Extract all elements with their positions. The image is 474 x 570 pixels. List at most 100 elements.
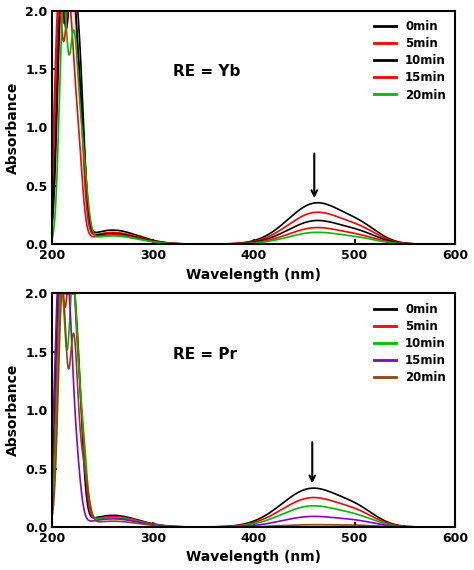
X-axis label: Wavelength (nm): Wavelength (nm): [186, 267, 321, 282]
Line: 5min: 5min: [52, 294, 456, 527]
20min: [59, 290, 64, 297]
20min: [119, 518, 125, 525]
0min: [49, 208, 55, 215]
Line: 5min: 5min: [52, 11, 456, 244]
10min: [119, 231, 125, 238]
20min: [60, 7, 65, 14]
5min: [95, 515, 101, 522]
10min: [221, 241, 227, 247]
5min: [453, 241, 458, 247]
10min: [95, 231, 101, 238]
5min: [95, 231, 101, 238]
20min: [445, 524, 450, 531]
5min: [49, 491, 55, 498]
5min: [221, 523, 227, 530]
0min: [221, 523, 227, 530]
Legend: 0min, 5min, 10min, 15min, 20min: 0min, 5min, 10min, 15min, 20min: [371, 299, 449, 388]
Line: 10min: 10min: [52, 11, 456, 244]
10min: [119, 515, 125, 522]
0min: [401, 523, 407, 530]
5min: [55, 7, 61, 14]
15min: [119, 232, 125, 239]
5min: [204, 523, 210, 530]
20min: [204, 241, 210, 247]
15min: [401, 240, 407, 247]
20min: [401, 241, 407, 247]
0min: [119, 227, 125, 234]
15min: [445, 241, 450, 247]
15min: [453, 524, 458, 531]
10min: [95, 515, 101, 522]
Line: 0min: 0min: [52, 11, 456, 244]
0min: [445, 524, 450, 531]
15min: [119, 516, 125, 523]
10min: [49, 222, 55, 229]
15min: [204, 524, 210, 531]
15min: [55, 7, 60, 14]
0min: [445, 241, 450, 247]
0min: [56, 7, 62, 14]
0min: [95, 514, 101, 520]
20min: [95, 233, 101, 240]
0min: [204, 241, 210, 247]
0min: [49, 473, 55, 479]
5min: [445, 524, 450, 531]
15min: [49, 447, 55, 454]
Y-axis label: Absorbance: Absorbance: [6, 364, 19, 457]
Y-axis label: Absorbance: Absorbance: [6, 81, 19, 173]
Line: 10min: 10min: [52, 294, 456, 527]
0min: [453, 241, 458, 247]
20min: [49, 513, 55, 520]
15min: [221, 523, 227, 530]
20min: [95, 518, 101, 525]
10min: [401, 240, 407, 247]
10min: [445, 524, 450, 531]
Line: 15min: 15min: [52, 294, 456, 527]
10min: [57, 7, 63, 14]
5min: [453, 524, 458, 531]
Line: 0min: 0min: [52, 294, 456, 527]
20min: [49, 235, 55, 242]
0min: [401, 239, 407, 246]
Text: RE = Yb: RE = Yb: [173, 64, 240, 79]
0min: [453, 524, 458, 531]
Line: 20min: 20min: [52, 294, 456, 527]
0min: [221, 241, 227, 247]
10min: [221, 523, 227, 530]
5min: [221, 241, 227, 247]
0min: [119, 513, 125, 520]
10min: [49, 504, 55, 511]
20min: [453, 524, 458, 531]
10min: [453, 524, 458, 531]
20min: [119, 233, 125, 240]
5min: [119, 514, 125, 520]
5min: [49, 189, 55, 196]
0min: [55, 290, 61, 297]
10min: [204, 524, 210, 531]
10min: [445, 241, 450, 247]
20min: [221, 241, 227, 247]
10min: [204, 241, 210, 247]
Line: 20min: 20min: [52, 11, 456, 244]
15min: [55, 290, 60, 297]
5min: [445, 241, 450, 247]
15min: [95, 233, 101, 239]
20min: [445, 241, 450, 247]
20min: [221, 524, 227, 531]
5min: [56, 290, 62, 297]
5min: [204, 241, 210, 247]
15min: [221, 241, 227, 247]
10min: [58, 290, 64, 297]
5min: [401, 523, 407, 530]
0min: [95, 229, 101, 235]
10min: [453, 241, 458, 247]
5min: [401, 240, 407, 247]
15min: [204, 241, 210, 247]
15min: [453, 241, 458, 247]
15min: [445, 524, 450, 531]
0min: [204, 523, 210, 530]
Text: RE = Pr: RE = Pr: [173, 347, 237, 362]
X-axis label: Wavelength (nm): Wavelength (nm): [186, 551, 321, 564]
15min: [49, 164, 55, 171]
5min: [119, 230, 125, 237]
